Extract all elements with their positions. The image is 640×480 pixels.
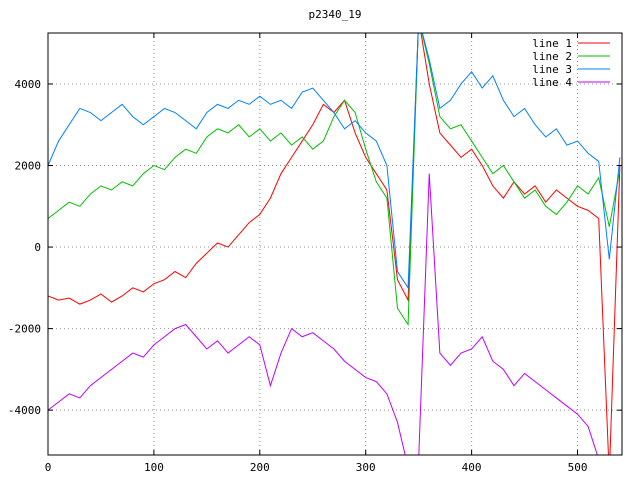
legend-label-2: line 2 [532,50,572,63]
x-tick-label: 0 [45,461,52,474]
x-tick-label: 400 [462,461,482,474]
y-tick-label: 4000 [15,78,42,91]
chart-title: p2340_19 [308,8,362,21]
y-tick-label: 0 [34,241,41,254]
x-tick-label: 100 [144,461,164,474]
y-tick-label: 2000 [15,160,42,173]
legend-label-4: line 4 [532,76,572,89]
legend-label-3: line 3 [532,63,572,76]
series-line-3 [48,33,621,290]
x-tick-label: 200 [250,461,270,474]
x-tick-label: 500 [568,461,588,474]
x-tick-label: 300 [356,461,376,474]
y-tick-label: -2000 [8,323,41,336]
plot-border [47,32,623,456]
series-line-2 [48,33,621,327]
legend-label-1: line 1 [532,37,572,50]
y-tick-label: -4000 [8,404,41,417]
series-line-4 [48,173,598,455]
